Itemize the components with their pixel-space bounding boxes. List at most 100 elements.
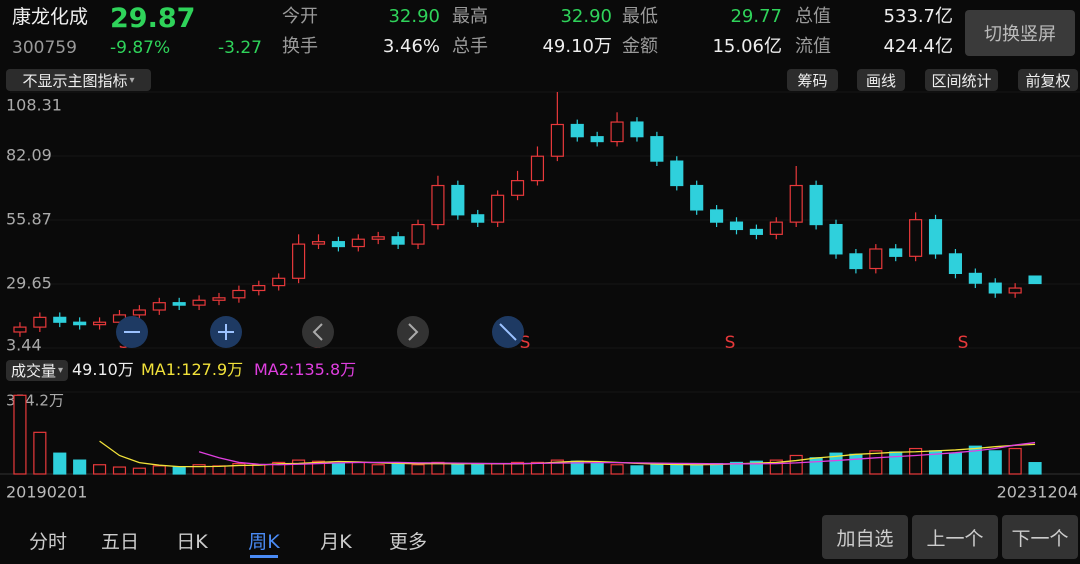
rotate-button[interactable]: 切换竖屏 — [965, 10, 1075, 56]
candle-body — [192, 299, 206, 306]
toolbar-button[interactable]: 区间统计 — [925, 69, 998, 91]
volume-bar — [292, 459, 306, 475]
volume-bar — [53, 452, 67, 475]
indicator-select[interactable]: 不显示主图指标 — [6, 69, 151, 91]
candle-body — [749, 228, 763, 235]
candle-body — [789, 184, 803, 223]
volume-bar — [232, 462, 246, 475]
candle-body — [411, 223, 425, 245]
volume-bar — [909, 447, 923, 475]
volume-select[interactable]: 成交量 — [6, 360, 68, 381]
volume-bar — [1028, 462, 1042, 475]
candle-body — [630, 121, 644, 138]
volume-bar — [610, 464, 624, 475]
candle-body — [710, 209, 724, 223]
candle-body — [391, 236, 405, 245]
candle-body — [92, 321, 107, 326]
candle-body — [510, 180, 525, 196]
candle-body — [53, 316, 67, 323]
price: 29.87 — [110, 3, 196, 34]
candle-body — [252, 285, 266, 292]
candle-body — [869, 248, 883, 270]
volume-bar — [889, 451, 903, 475]
volume-bar — [650, 464, 664, 475]
candle-body — [889, 248, 903, 257]
stat-label: 总值 — [795, 6, 831, 27]
volume-bar — [92, 464, 107, 475]
candle-body — [829, 223, 843, 255]
action-button[interactable]: 上一个 — [912, 515, 998, 559]
ma-line — [99, 440, 1036, 468]
x-tick-label: 20190201 — [6, 483, 87, 502]
signal-label: S — [520, 333, 531, 353]
volume-bar — [112, 466, 127, 475]
ma1-legend: MA1:127.9万 — [141, 360, 244, 379]
y-tick-label: 82.09 — [6, 146, 52, 165]
tab[interactable]: 更多 — [388, 531, 428, 553]
candle-body — [849, 253, 863, 270]
tab[interactable]: 月K — [320, 531, 352, 553]
signal-label: S — [725, 333, 736, 353]
candle-body — [311, 241, 326, 245]
stat-value: 49.10万 — [542, 36, 612, 57]
candle-body — [729, 221, 744, 231]
candle-body — [132, 309, 146, 316]
tab[interactable]: 五日 — [100, 531, 140, 553]
candle-body — [530, 155, 545, 182]
y-tick-label: 3.44 — [6, 336, 42, 355]
volume-bar — [192, 464, 206, 475]
volume-bar — [510, 461, 525, 475]
stat-label: 最低 — [622, 6, 658, 27]
stat-value: 32.90 — [560, 6, 612, 27]
tab-active[interactable]: 周K — [248, 531, 280, 553]
tab[interactable]: 日K — [176, 531, 208, 553]
toolbar-button[interactable]: 前复权 — [1018, 69, 1078, 91]
volume-bar — [371, 464, 385, 475]
candle-body — [1028, 275, 1042, 285]
volume-current: 49.10万 — [72, 360, 134, 379]
volume-bar — [13, 394, 27, 475]
volume-bar — [33, 431, 47, 475]
stat-label: 流值 — [795, 36, 831, 57]
x-tick-label: 20231204 — [997, 483, 1078, 502]
candle-body — [610, 121, 624, 143]
toolbar-button[interactable]: 画线 — [857, 69, 905, 91]
candle-body — [809, 184, 823, 226]
volume-bar — [272, 461, 286, 475]
volume-bar — [132, 467, 146, 475]
candle-body — [371, 236, 385, 240]
candle-body — [431, 184, 445, 226]
volume-bar — [869, 450, 883, 475]
volume-bar — [849, 453, 863, 475]
volume-bar — [73, 459, 87, 475]
candle-body — [152, 302, 166, 311]
stock-code: 300759 — [12, 38, 77, 58]
candle-body — [928, 219, 943, 255]
volume-bar — [968, 445, 982, 475]
tab-underline — [250, 555, 278, 558]
action-button[interactable]: 下一个 — [1002, 515, 1078, 559]
volume-bar — [411, 464, 425, 475]
candle-body — [351, 238, 365, 248]
volume-bar — [729, 461, 744, 475]
tab[interactable]: 分时 — [28, 531, 68, 553]
ma-line — [198, 441, 1036, 466]
volume-bar — [491, 462, 505, 475]
action-button[interactable]: 加自选 — [822, 515, 908, 559]
candle-body — [112, 314, 127, 323]
candle-body — [590, 136, 604, 143]
stat-label: 总手 — [452, 36, 488, 57]
y-tick-label: 55.87 — [6, 210, 52, 229]
candle-body — [909, 219, 923, 257]
volume-bar — [391, 462, 405, 475]
signal-label: S — [119, 333, 130, 353]
stat-label: 最高 — [452, 6, 488, 27]
stock-name: 康龙化成 — [12, 6, 89, 28]
volume-bar — [769, 459, 783, 475]
stat-value: 29.77 — [730, 6, 782, 27]
toolbar-button[interactable]: 筹码 — [787, 69, 838, 91]
candle-body — [670, 160, 684, 187]
change-pct: -9.87% — [110, 38, 171, 58]
